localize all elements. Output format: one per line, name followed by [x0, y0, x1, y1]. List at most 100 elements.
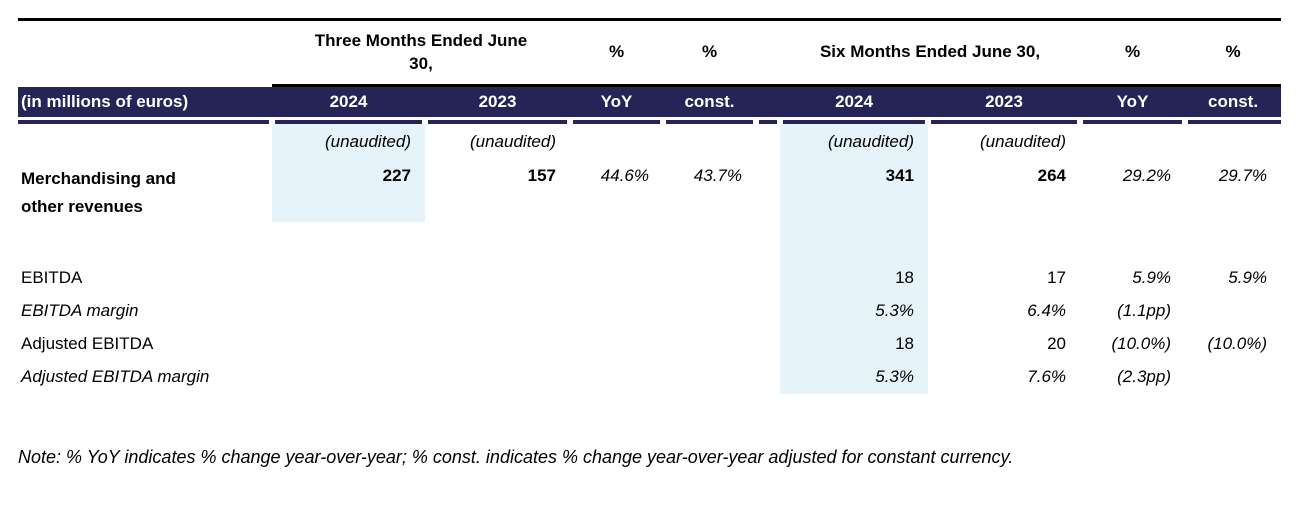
empty-cell: [570, 222, 663, 262]
empty-cell: [780, 221, 928, 262]
spacer-cell: [756, 328, 780, 361]
column-header-bar: (in millions of euros) 2024 2023 YoY con…: [18, 86, 1282, 117]
empty-corner-cell: [18, 20, 272, 84]
spacer-cell: [756, 222, 780, 262]
blank-row: [18, 221, 1281, 262]
value-cell: 157: [527, 165, 556, 185]
underline-seg: [928, 117, 1080, 124]
pct-const-header-3m: %: [701, 42, 718, 62]
value-cell: 264: [1037, 165, 1067, 185]
col-2023-6m: 2023: [928, 86, 1081, 117]
rule-line: [272, 83, 1282, 87]
empty-cell: [570, 328, 663, 361]
empty-cell: [663, 361, 756, 394]
value-cell: 5.3%: [780, 294, 928, 328]
spacer-cell: [756, 262, 780, 295]
empty-cell: [1185, 361, 1281, 394]
table-row-ebitda-margin: EBITDA margin 5.3% 6.4% (1.1pp): [18, 294, 1281, 328]
empty-cell: [425, 222, 570, 262]
empty-cell: [272, 295, 425, 328]
empty-cell: [570, 124, 663, 161]
empty-cell: [1080, 124, 1185, 161]
row-label-cell: Merchandising and other revenues: [18, 161, 272, 222]
empty-cell: [272, 222, 425, 262]
value-cell: 29.2%: [1122, 165, 1172, 185]
empty-cell: [663, 222, 756, 262]
col-spacer: [756, 86, 780, 117]
spacer-cell: [756, 361, 780, 394]
underline-seg: [18, 117, 272, 124]
value-cell: 18: [780, 327, 928, 361]
underline-seg: [663, 117, 756, 124]
value-cell: 29.7%: [1218, 165, 1268, 185]
value-cell: 7.6%: [1027, 367, 1067, 386]
col-yoy-3m: YoY: [570, 86, 663, 117]
three-months-header-cell: Three Months Ended June 30,: [272, 20, 570, 84]
footnote: Note: % YoY indicates % change year-over…: [18, 447, 1014, 467]
value-cell: 43.7%: [693, 165, 742, 185]
empty-cell: [272, 361, 425, 394]
underline-seg: [780, 117, 928, 124]
empty-cell: [928, 222, 1080, 262]
value-cell: (10.0%): [1207, 334, 1268, 353]
empty-cell: [272, 262, 425, 295]
spacer-cell: [756, 20, 780, 84]
empty-cell: [1185, 124, 1281, 161]
underline-seg: [570, 117, 663, 124]
rule-above-header-bar: [18, 83, 1282, 87]
spacer-cell: [756, 295, 780, 328]
header-double-underline: [18, 117, 1282, 124]
underline-seg: [1185, 117, 1282, 124]
col-const-3m: const.: [663, 86, 756, 117]
empty-cell: [570, 361, 663, 394]
empty-cell: [425, 295, 570, 328]
unaudited-row: (unaudited) (unaudited) (unaudited) (una…: [18, 123, 1281, 161]
underline-seg: [425, 117, 570, 124]
value-cell: (10.0%): [1111, 334, 1172, 353]
units-label: (in millions of euros): [18, 86, 272, 117]
col-2024-6m: 2024: [780, 86, 928, 117]
value-cell: 17: [1047, 268, 1067, 287]
unaudited-2024-6m: (unaudited): [780, 123, 928, 161]
row-label: Merchandising and other revenues: [21, 168, 176, 216]
value-cell: (1.1pp): [1117, 301, 1172, 320]
col-2024-3m: 2024: [272, 86, 425, 117]
empty-cell: [663, 328, 756, 361]
row-label: Adjusted EBITDA margin: [21, 367, 210, 386]
unaudited-2023-3m: (unaudited): [469, 132, 556, 151]
empty-cell: [663, 295, 756, 328]
col-2023-3m: 2023: [425, 86, 570, 117]
spacer-cell: [756, 161, 780, 222]
empty-cell: [663, 124, 756, 161]
empty-cell: [272, 328, 425, 361]
pct-const-header-6m: %: [1225, 42, 1241, 62]
spacer-cell: [756, 124, 780, 161]
empty-cell: [18, 222, 272, 262]
table-row-ebitda: EBITDA 18 17 5.9% 5.9%: [18, 261, 1281, 295]
six-months-header-cell: Six Months Ended June 30,: [780, 20, 1080, 84]
value-cell: 18: [780, 261, 928, 295]
row-label: EBITDA margin: [21, 301, 139, 320]
value-cell: 227: [272, 160, 425, 222]
pct-yoy-header-6m: %: [1124, 42, 1141, 62]
value-cell: 5.9%: [1228, 268, 1268, 287]
col-yoy-6m: YoY: [1080, 86, 1186, 117]
value-cell: 5.3%: [780, 360, 928, 394]
empty-cell: [1185, 222, 1281, 262]
underline-seg: [756, 117, 780, 124]
pct-yoy-header-3m: %: [608, 42, 625, 62]
value-cell: 6.4%: [1027, 301, 1067, 320]
empty-cell: [425, 361, 570, 394]
empty-cell: [570, 295, 663, 328]
underline-seg: [1080, 117, 1185, 124]
row-label: Adjusted EBITDA: [21, 334, 154, 353]
table-row-adjusted-ebitda: Adjusted EBITDA 18 20 (10.0%) (10.0%): [18, 327, 1281, 361]
table-row-merchandising: Merchandising and other revenues 227 157…: [18, 160, 1281, 222]
empty-cell: [1080, 222, 1185, 262]
period-header-row: Three Months Ended June 30, % % Six Mont…: [18, 20, 1281, 84]
three-months-header: Three Months Ended June 30,: [314, 31, 528, 74]
underline-seg: [272, 117, 425, 124]
row-label: EBITDA: [21, 268, 83, 287]
empty-cell: [18, 124, 272, 161]
financial-results-table: Three Months Ended June 30, % % Six Mont…: [18, 18, 1282, 394]
